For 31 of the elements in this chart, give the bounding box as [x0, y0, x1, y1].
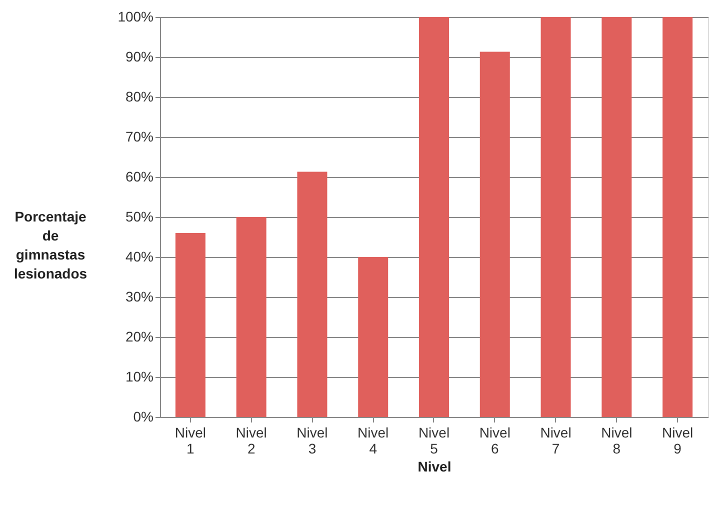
- y-axis-title: Porcentaje de gimnastas lesionados: [14, 208, 88, 282]
- x-tick-label: Nivel 1: [174, 424, 206, 456]
- y-tick-label: 60%: [125, 168, 154, 184]
- x-tick-label: Nivel 4: [358, 424, 389, 456]
- y-tick-label: 50%: [125, 208, 154, 224]
- bar: [419, 17, 449, 417]
- y-tick-label: 20%: [125, 328, 154, 344]
- bar: [662, 17, 693, 417]
- x-tick-label: Nivel 2: [236, 424, 267, 456]
- bar: [602, 17, 632, 417]
- x-tick-label: Nivel 3: [296, 424, 328, 456]
- y-tick-label: 70%: [125, 128, 154, 144]
- y-tick-label: 40%: [125, 248, 154, 264]
- bar: [480, 52, 510, 417]
- x-axis-title: Nivel: [418, 458, 452, 474]
- y-tick-label: 80%: [125, 88, 154, 104]
- y-tick-label: 30%: [125, 288, 154, 304]
- x-tick-label: Nivel 7: [540, 424, 572, 456]
- y-tick-label: 0%: [133, 408, 154, 424]
- y-tick-label: 100%: [118, 8, 154, 24]
- bar: [358, 257, 388, 417]
- x-tick-label: Nivel 8: [601, 424, 632, 456]
- bar: [297, 172, 328, 417]
- bar: [236, 217, 266, 417]
- x-tick-label: Nivel 9: [662, 424, 694, 456]
- bar: [540, 17, 571, 417]
- y-tick-label: 10%: [125, 368, 154, 384]
- x-tick-label: Nivel 5: [418, 424, 450, 456]
- y-tick-label: 90%: [125, 48, 154, 64]
- x-tick-label: Nivel 6: [479, 424, 510, 456]
- bar: [175, 233, 206, 417]
